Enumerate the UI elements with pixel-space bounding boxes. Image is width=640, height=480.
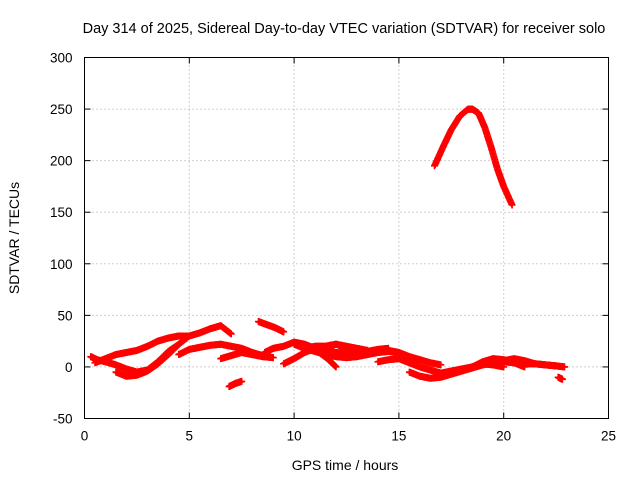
chart-title: Day 314 of 2025, Sidereal Day-to-day VTE… <box>83 21 606 37</box>
y-axis-label: SDTVAR / TECUs <box>6 182 22 294</box>
x-tick-label: 25 <box>601 429 616 444</box>
data-point <box>238 377 246 385</box>
data-point <box>280 328 288 336</box>
data-point <box>437 361 445 369</box>
data-points <box>87 105 568 391</box>
y-tick-label: 150 <box>50 205 73 220</box>
x-tick-label: 5 <box>186 429 194 444</box>
x-tick-label: 10 <box>287 429 302 444</box>
x-tick-label: 20 <box>496 429 511 444</box>
x-tick-label: 15 <box>391 429 406 444</box>
y-tick-label: 0 <box>65 360 73 375</box>
data-point <box>185 332 193 340</box>
y-tick-label: 50 <box>57 308 72 323</box>
data-point <box>560 363 568 371</box>
data-point <box>521 363 529 371</box>
y-tick-label: 200 <box>50 154 73 169</box>
axis-ticks: 0 5 10 15 20 25 -50 0 50 100 150 200 250 300 <box>50 51 616 444</box>
y-tick-label: 250 <box>50 102 73 117</box>
data-point <box>227 330 235 338</box>
data-point <box>558 375 566 383</box>
y-tick-label: 300 <box>50 51 73 66</box>
data-point <box>508 201 516 209</box>
plot-frame <box>84 57 609 419</box>
x-axis-label: GPS time / hours <box>292 457 399 473</box>
y-tick-label: 100 <box>50 257 73 272</box>
data-point <box>269 354 277 362</box>
data-point <box>332 363 340 371</box>
x-tick-label: 0 <box>81 429 89 444</box>
y-tick-label: -50 <box>53 412 73 427</box>
data-point <box>552 362 560 370</box>
